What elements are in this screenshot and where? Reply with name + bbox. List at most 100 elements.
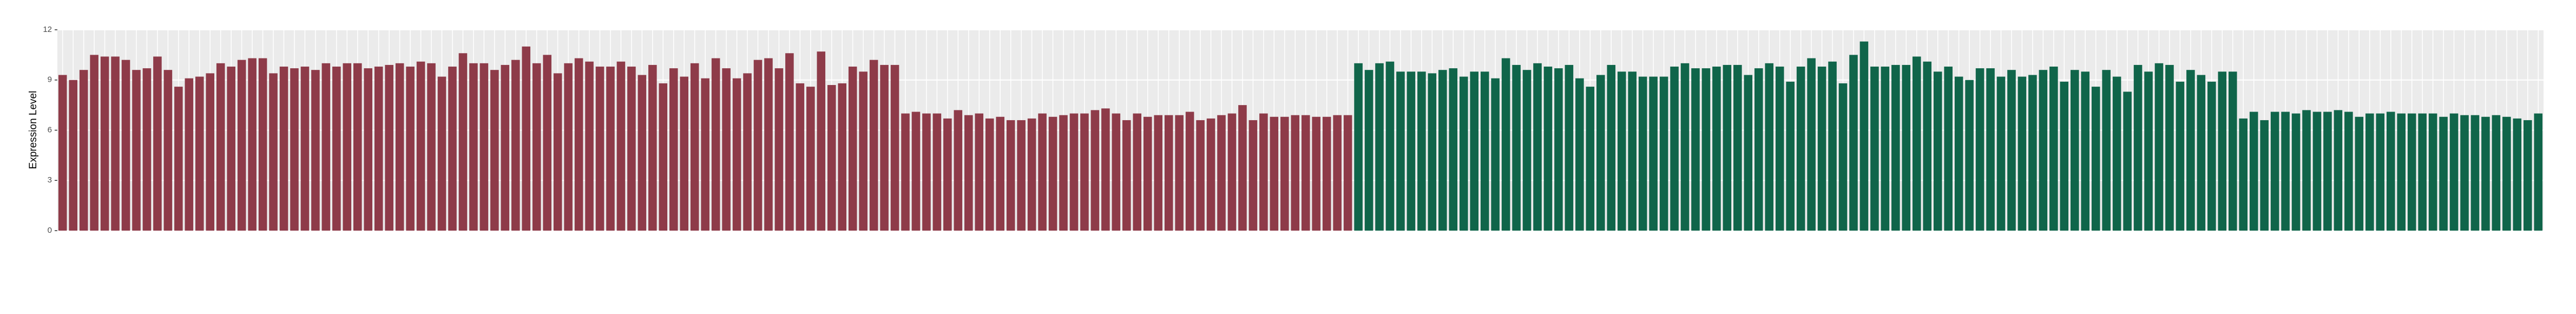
bar [1628,71,1637,231]
bar [1196,120,1205,231]
bar [574,58,583,231]
bar [2513,118,2522,231]
bar [490,70,499,231]
bar [595,67,604,231]
bar [1838,83,1848,231]
bar [79,70,88,231]
bar [1575,78,1584,231]
bar [2439,116,2448,231]
bar [2397,113,2406,231]
bar [1975,68,1984,231]
bar [1354,63,1363,231]
bar [1881,67,1890,231]
bar [1491,78,1500,231]
y-tick-label: 9 [48,75,52,84]
bar [964,115,973,231]
bar [1407,71,1416,231]
bar [1754,68,1763,231]
bar [1248,120,1258,231]
bar [2260,120,2269,231]
bar [880,64,889,231]
bar [343,63,352,231]
bar [1270,116,1279,231]
bar [2524,120,2532,231]
bar [838,83,847,231]
bar [2133,64,2143,231]
bar [448,67,457,231]
bar [1227,113,1237,231]
bar [1217,115,1226,231]
bar [722,68,731,231]
bar [2270,112,2279,231]
bar [2249,112,2258,231]
bar [364,68,373,231]
bar [511,60,520,231]
bar [827,85,836,231]
bar [2102,70,2111,231]
bar [648,64,657,231]
bar [1691,68,1700,231]
bar [1027,118,1036,231]
bar [1470,71,1478,231]
y-tick-label: 6 [48,125,52,134]
bar [2534,113,2543,231]
bar [195,76,204,231]
bar [2186,70,2195,231]
bar [911,112,921,231]
bar [2165,64,2174,231]
bar [406,67,415,231]
bar [479,63,489,231]
bar [1828,61,1837,231]
bar [753,60,763,231]
bar [943,118,952,231]
bar [1185,112,1194,231]
bar [2312,112,2322,231]
y-tick-label: 3 [48,175,52,185]
bar [1701,68,1711,231]
bar [764,58,773,231]
bar [1480,71,1489,231]
bar [2007,70,2016,231]
bar [206,73,215,231]
bar [153,56,162,231]
bar [1175,115,1184,231]
bar [1154,115,1162,231]
bar [416,61,425,231]
bar [174,87,183,231]
bar [227,67,235,231]
bar [1238,105,1247,231]
bar [2460,115,2469,231]
bar [954,110,963,231]
bar [248,58,257,231]
bar [1902,64,1911,231]
bar [1006,120,1015,231]
bar [1986,68,1995,231]
bar [901,113,910,231]
bar [1385,61,1395,231]
bar [869,60,878,231]
bar [2470,115,2480,231]
bar [458,53,468,231]
bar [2428,113,2437,231]
bar [2407,113,2416,231]
bar [132,70,141,231]
bar [1912,56,1921,231]
bar [1090,110,1100,231]
bar [185,78,194,231]
bar [300,67,310,231]
bar [2481,116,2490,231]
bar [1744,75,1753,231]
bar [1933,71,1942,231]
bar [774,68,784,231]
bar [785,53,794,231]
bar [237,60,246,231]
bar [1069,113,1079,231]
bar [1133,113,1142,231]
bar [1617,71,1626,231]
bar [669,68,678,231]
bar [2028,75,2037,231]
bar [1375,63,1384,231]
bar [564,63,573,231]
